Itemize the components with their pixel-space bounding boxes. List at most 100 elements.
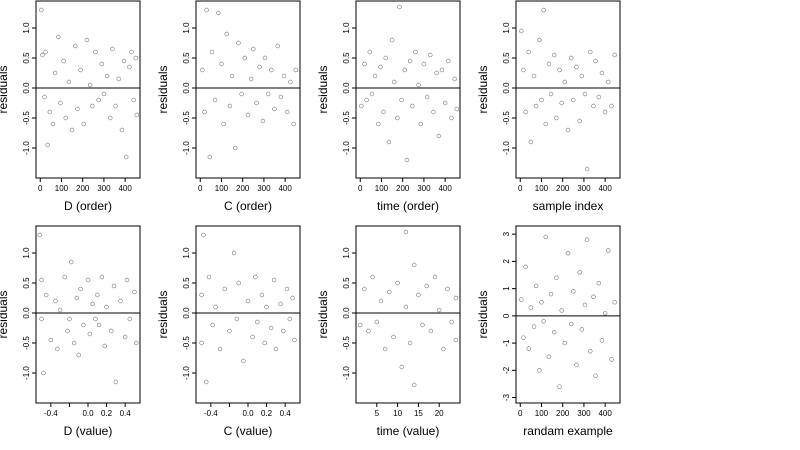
data-point: [531, 73, 537, 79]
data-point: [579, 327, 584, 332]
data-point: [528, 305, 534, 310]
y-tick-label: -1.0: [342, 366, 351, 380]
y-tick-label: -1: [502, 339, 511, 347]
data-point: [56, 34, 61, 40]
residual-panel-3: 0 100 200 300 400 -1.0 -0.5 0.0 0.5 1.0 time (orde…: [316, 0, 461, 213]
x-tick-label: 200: [556, 409, 570, 418]
data-point: [81, 322, 86, 328]
data-point: [119, 127, 125, 133]
y-tick-label: 0.5: [502, 52, 511, 64]
data-point: [71, 340, 77, 346]
y-axis-label: residuals: [156, 290, 170, 338]
data-point: [245, 298, 251, 304]
data-point: [239, 91, 244, 97]
data-points: [39, 7, 140, 160]
x-tick-label: 0: [358, 184, 363, 193]
data-point: [596, 280, 601, 286]
data-point: [255, 319, 260, 325]
data-point: [539, 300, 544, 305]
y-tick-label: 0.0: [342, 82, 351, 94]
data-point: [284, 286, 290, 292]
data-point: [526, 346, 531, 351]
data-point: [369, 91, 375, 97]
data-point: [278, 94, 284, 100]
data-point: [96, 97, 101, 103]
data-point: [229, 73, 235, 79]
data-point: [74, 295, 80, 301]
y-tick-label: 0.5: [342, 277, 351, 289]
x-axis-label: D (order): [64, 199, 112, 213]
data-point: [599, 338, 605, 343]
data-point: [591, 103, 596, 109]
y-tick-label: 0: [502, 313, 511, 318]
data-point: [224, 31, 229, 37]
data-points: [199, 232, 297, 385]
data-point: [389, 37, 395, 43]
y-tick-label: -2: [502, 366, 511, 374]
data-point: [539, 97, 544, 103]
data-point: [584, 237, 590, 242]
data-point: [434, 70, 439, 76]
data-point: [565, 251, 571, 256]
data-point: [293, 67, 298, 73]
data-point: [403, 304, 409, 310]
data-point: [44, 292, 49, 298]
data-point: [413, 49, 418, 55]
data-point: [66, 79, 72, 85]
y-axis-label: residuals: [0, 65, 10, 113]
data-point: [574, 64, 579, 70]
x-tick-label: 5: [375, 409, 380, 418]
data-point: [357, 322, 363, 328]
plot-frame: [35, 225, 141, 404]
data-point: [104, 304, 109, 310]
data-point: [392, 79, 397, 85]
data-point: [386, 139, 392, 145]
data-point: [245, 112, 251, 118]
residual-panel-7: 5 10 15 20 -1.0 -0.5 0.0 0.5 1.0 time (value) resi…: [316, 225, 461, 438]
data-point: [582, 91, 588, 97]
data-point: [78, 286, 83, 292]
data-point: [254, 100, 259, 106]
data-point: [290, 295, 295, 301]
data-point: [272, 106, 277, 112]
y-tick-label: 1.0: [502, 22, 511, 34]
data-point: [424, 94, 430, 100]
data-point: [84, 37, 90, 43]
x-tick-label: 200: [236, 184, 250, 193]
data-point: [101, 91, 107, 97]
data-point: [584, 166, 590, 172]
data-point: [87, 82, 93, 88]
y-tick-label: -1.0: [502, 141, 511, 155]
data-point: [233, 145, 238, 151]
data-point: [209, 49, 215, 55]
data-points: [37, 232, 139, 385]
data-point: [62, 274, 67, 280]
data-point: [526, 49, 531, 55]
data-point: [591, 294, 596, 299]
residual-panel-8: 0 100 200 300 400 -3 -2 -1 0 1 2 3 randam example res…: [476, 225, 621, 438]
data-point: [129, 49, 134, 55]
data-point: [548, 291, 554, 297]
data-point: [55, 346, 60, 352]
y-axis-label: residuals: [316, 290, 330, 338]
data-point: [612, 300, 617, 305]
y-tick-label: 1.0: [22, 247, 31, 259]
data-point: [93, 49, 98, 55]
data-point: [364, 97, 369, 103]
y-tick-label: -0.5: [502, 111, 511, 125]
data-point: [121, 58, 127, 64]
data-points: [519, 7, 617, 172]
y-tick-label: -1.0: [182, 366, 191, 380]
data-point: [253, 274, 258, 280]
data-point: [446, 58, 451, 64]
data-point: [48, 337, 54, 343]
data-point: [85, 277, 91, 283]
data-point: [543, 121, 548, 127]
data-point: [382, 346, 388, 352]
x-tick-label: 0.0: [242, 409, 254, 418]
data-point: [291, 121, 296, 127]
data-point: [543, 234, 548, 240]
data-point: [519, 297, 524, 302]
data-point: [376, 121, 381, 127]
data-point: [236, 40, 241, 46]
